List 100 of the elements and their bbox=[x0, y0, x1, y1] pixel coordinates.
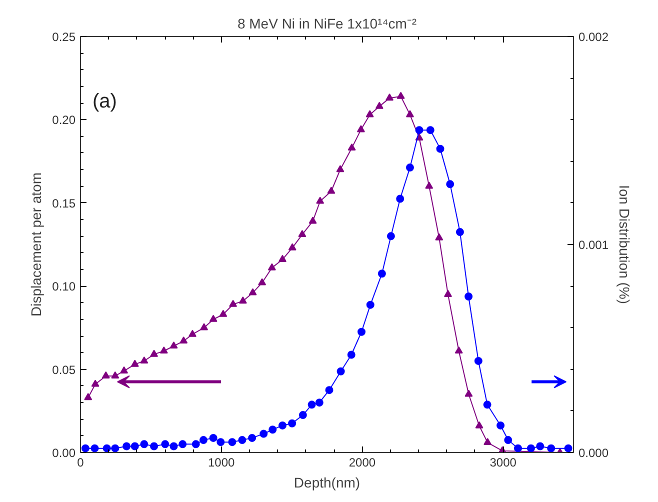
y2-axis-title: Ion Distribution (%) bbox=[616, 184, 633, 304]
point bbox=[464, 292, 473, 300]
point bbox=[219, 310, 228, 317]
point bbox=[474, 356, 482, 365]
point bbox=[347, 350, 356, 359]
point bbox=[325, 386, 334, 394]
point bbox=[268, 263, 276, 270]
point bbox=[526, 444, 535, 452]
point bbox=[435, 233, 444, 240]
point bbox=[386, 232, 395, 240]
point bbox=[228, 438, 236, 446]
point bbox=[454, 346, 463, 354]
point bbox=[216, 438, 225, 446]
point bbox=[348, 143, 356, 151]
point bbox=[258, 278, 266, 286]
point bbox=[547, 444, 556, 452]
point bbox=[315, 398, 324, 407]
point bbox=[375, 102, 384, 109]
point bbox=[111, 371, 120, 378]
point bbox=[248, 434, 256, 442]
point bbox=[298, 411, 307, 420]
chart-title: 8 MeV Ni in NiFe 1x10¹⁴cm⁻² bbox=[237, 16, 417, 32]
point bbox=[396, 194, 404, 203]
point bbox=[484, 438, 492, 446]
y-axis-title: Displacement per atom bbox=[28, 172, 44, 316]
x-tick-label: 0 bbox=[77, 456, 84, 470]
point bbox=[378, 270, 386, 278]
point bbox=[415, 126, 424, 134]
point bbox=[386, 94, 394, 101]
point bbox=[446, 180, 454, 188]
point bbox=[425, 182, 434, 189]
point bbox=[178, 440, 187, 448]
point bbox=[483, 400, 492, 409]
point bbox=[406, 110, 414, 118]
point bbox=[160, 346, 168, 354]
point bbox=[536, 442, 544, 450]
point bbox=[308, 216, 317, 224]
point bbox=[308, 400, 316, 409]
point bbox=[504, 436, 512, 444]
point bbox=[140, 440, 148, 448]
point bbox=[238, 296, 247, 304]
point bbox=[268, 426, 277, 434]
point bbox=[514, 444, 522, 452]
point bbox=[238, 436, 246, 444]
point bbox=[298, 230, 306, 238]
y-tick-label: 0.05 bbox=[52, 362, 76, 377]
point bbox=[102, 444, 111, 452]
point bbox=[248, 288, 257, 296]
point bbox=[200, 323, 208, 330]
point bbox=[456, 228, 464, 236]
point bbox=[564, 444, 572, 452]
point bbox=[150, 350, 158, 357]
x-axis-title: Depth(nm) bbox=[294, 474, 360, 490]
point bbox=[150, 442, 158, 450]
point bbox=[84, 393, 92, 400]
y-tick-label: 0.00 bbox=[52, 446, 76, 460]
point bbox=[327, 186, 336, 194]
point bbox=[180, 336, 188, 344]
point bbox=[209, 314, 218, 322]
point bbox=[278, 421, 286, 430]
y2-tick-label: 0.000 bbox=[578, 446, 609, 460]
point bbox=[426, 126, 434, 134]
point bbox=[81, 444, 90, 452]
y-tick-label: 0.20 bbox=[52, 113, 76, 128]
annotation: (a) bbox=[92, 90, 117, 112]
y2-tick-label: 0.002 bbox=[578, 30, 609, 44]
point bbox=[122, 442, 131, 450]
point bbox=[288, 419, 296, 428]
y-tick-label: 0.10 bbox=[52, 280, 76, 294]
point bbox=[111, 444, 120, 452]
point bbox=[260, 430, 268, 438]
point bbox=[496, 421, 505, 430]
y2-tick-label: 0.001 bbox=[578, 238, 609, 252]
point bbox=[366, 300, 374, 309]
point bbox=[464, 390, 473, 397]
point bbox=[356, 125, 365, 132]
y-tick-label: 0.25 bbox=[52, 30, 76, 44]
point bbox=[288, 243, 296, 250]
point bbox=[170, 341, 178, 349]
point bbox=[229, 300, 238, 307]
point bbox=[188, 330, 196, 337]
point bbox=[336, 367, 345, 376]
point bbox=[278, 254, 286, 262]
point bbox=[316, 196, 324, 204]
point bbox=[366, 110, 374, 118]
point bbox=[396, 92, 405, 99]
point bbox=[358, 328, 366, 336]
point bbox=[130, 442, 139, 450]
point bbox=[140, 356, 148, 364]
y-tick-label: 0.15 bbox=[52, 196, 76, 210]
point bbox=[475, 421, 484, 428]
point bbox=[209, 434, 218, 442]
point bbox=[120, 366, 128, 374]
x-tick-label: 3000 bbox=[490, 456, 517, 470]
point bbox=[406, 164, 414, 172]
point bbox=[192, 440, 200, 448]
point bbox=[102, 371, 110, 378]
x-tick-label: 1000 bbox=[208, 456, 236, 470]
point bbox=[130, 360, 139, 367]
point bbox=[90, 444, 99, 452]
